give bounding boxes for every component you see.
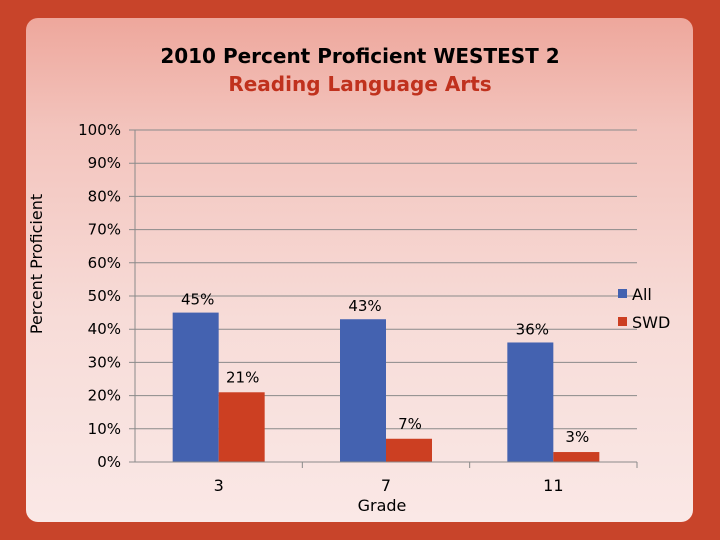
data-label: 7% (398, 415, 422, 433)
y-tick-label: 30% (88, 353, 121, 371)
data-label: 45% (181, 291, 214, 309)
legend-label-swd: SWD (632, 313, 670, 332)
y-tick-label: 60% (88, 254, 121, 272)
legend-label-all: All (632, 285, 652, 304)
y-tick-label: 70% (88, 221, 121, 239)
y-tick-label: 50% (88, 287, 121, 305)
bar-swd (218, 392, 265, 462)
x-axis-title: Grade (358, 496, 407, 515)
x-tick-label: 7 (381, 476, 391, 495)
bar-swd (553, 452, 600, 462)
data-label: 36% (516, 320, 549, 338)
chart-subtitle: Reading Language Arts (228, 72, 492, 96)
data-label: 43% (348, 297, 381, 315)
bar-all (172, 312, 219, 462)
y-tick-label: 100% (78, 121, 121, 139)
x-tick-label: 3 (214, 476, 224, 495)
legend-swatch-all (618, 289, 627, 298)
legend-swatch-swd (618, 317, 627, 326)
y-tick-label: 20% (88, 387, 121, 405)
x-tick-label: 11 (543, 476, 563, 495)
y-tick-label: 10% (88, 420, 121, 438)
chart-title: 2010 Percent Proficient WESTEST 2 (160, 44, 560, 68)
data-label: 3% (565, 428, 589, 446)
y-tick-label: 80% (88, 187, 121, 205)
y-tick-label: 40% (88, 320, 121, 338)
y-tick-label: 0% (97, 453, 121, 471)
bar-all (340, 319, 386, 462)
y-axis-title: Percent Proficient (27, 194, 46, 334)
y-tick-label: 90% (88, 154, 121, 172)
data-label: 21% (226, 368, 259, 386)
bar-swd (386, 438, 432, 462)
bar-all (507, 342, 554, 462)
